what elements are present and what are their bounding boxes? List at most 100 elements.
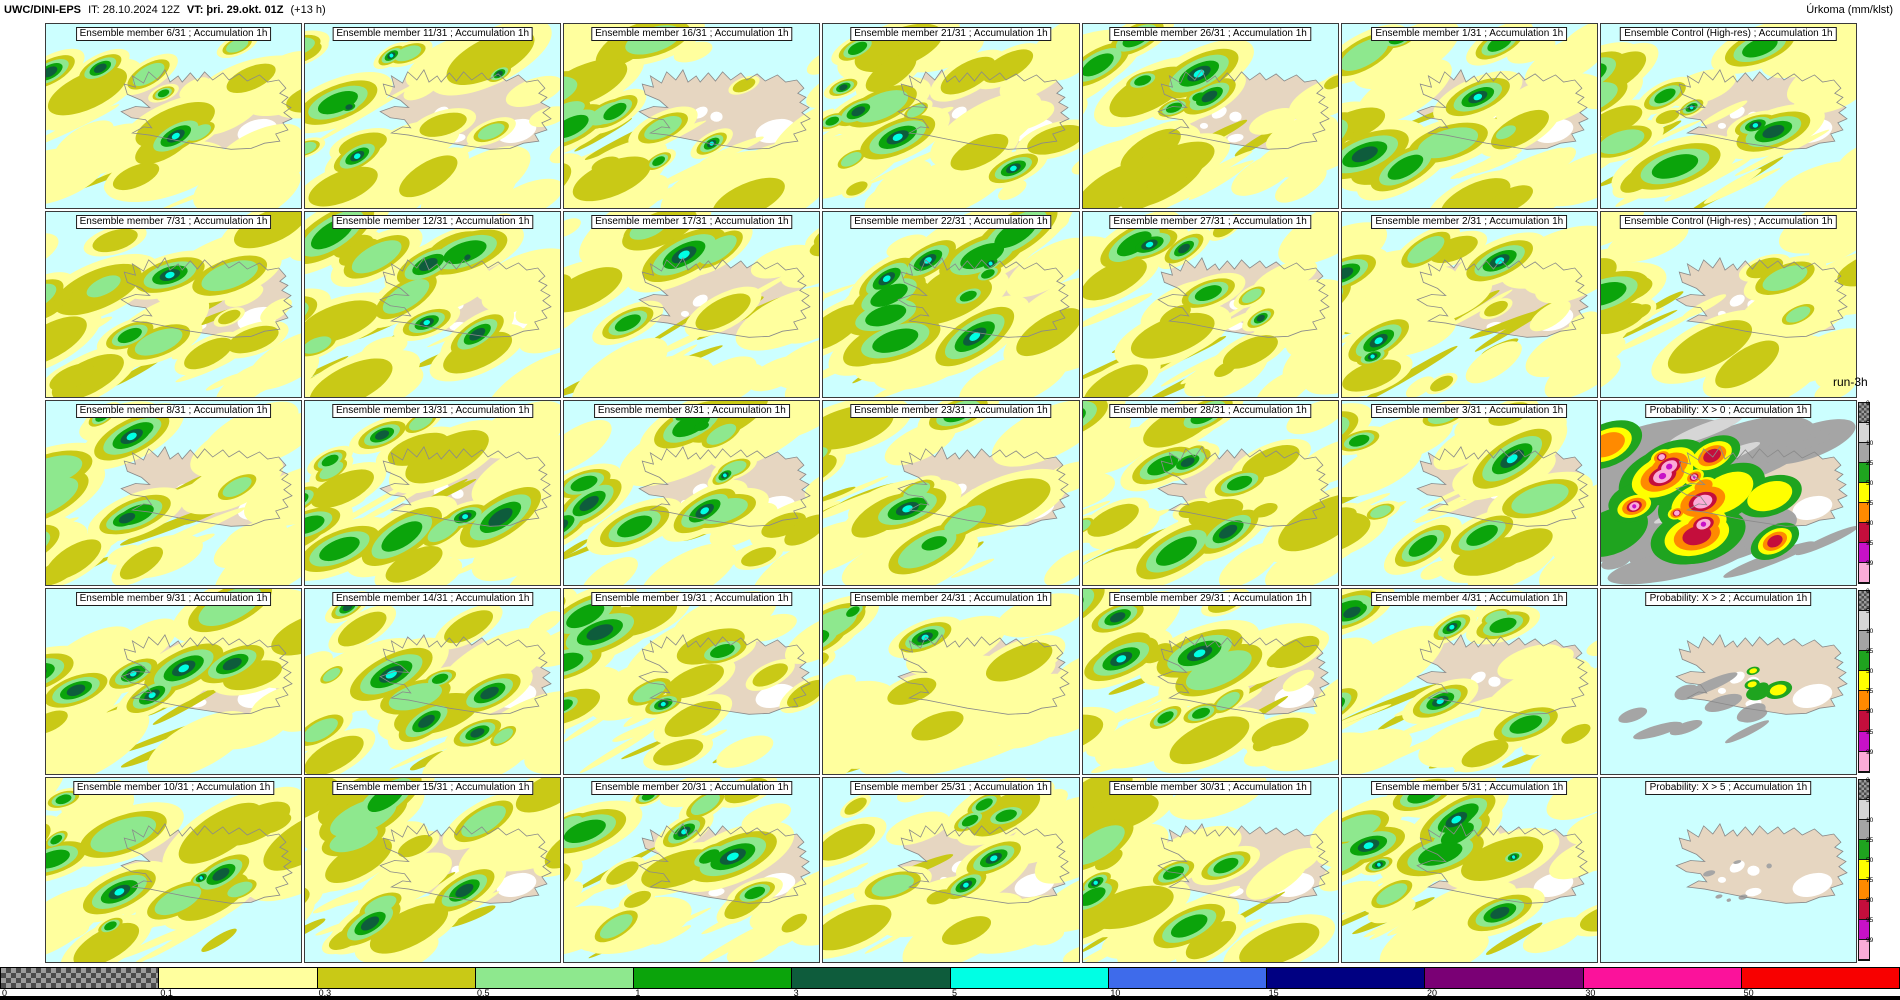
probability-colorbar: 0 5 10 25 50 75 90 95 99 <box>1857 400 1873 585</box>
legend-bottom-strip <box>0 996 1900 1000</box>
map-panel: Ensemble member 12/31 ; Accumulation 1h <box>304 211 562 398</box>
map-panel: Probability: X > 0 ; Accumulation 1h 0 5 10… <box>1599 399 1873 587</box>
map-svg <box>1082 24 1338 209</box>
prob-colorbar-segment <box>1858 442 1869 463</box>
prob-colorbar-tick: 75 <box>1865 688 1874 696</box>
legend-segment <box>1741 968 1899 988</box>
prob-colorbar-tick: 50 <box>1865 668 1874 676</box>
prob-colorbar-segment <box>1858 523 1869 544</box>
map-panel: Ensemble member 29/31 ; Accumulation 1h <box>1081 588 1339 775</box>
map-panel: Ensemble Control (High-res) ; Accumulati… <box>1599 23 1857 210</box>
prob-colorbar-segment <box>1858 731 1869 752</box>
map-panel: Ensemble member 7/31 ; Accumulation 1h <box>45 211 303 398</box>
panel-title: Ensemble member 26/31 ; Accumulation 1h <box>1109 27 1311 41</box>
prob-colorbar-segment <box>1858 779 1869 800</box>
panel-title: Ensemble member 15/31 ; Accumulation 1h <box>331 780 534 795</box>
panel-title: Ensemble member 10/31 ; Accumulation 1h <box>72 780 275 795</box>
map-panel: Ensemble Control (High-res) ; Accumulati… <box>1599 211 1857 398</box>
panel-title: Ensemble member 8/31 ; Accumulation 1h <box>75 403 272 418</box>
legend-segment <box>1 968 160 988</box>
legend-segment <box>159 968 318 988</box>
map-svg <box>46 589 302 774</box>
map-svg <box>1600 589 1856 774</box>
map-svg <box>1341 212 1597 397</box>
map-svg <box>823 589 1079 774</box>
legend-segment <box>634 968 793 988</box>
prob-colorbar-segment <box>1858 611 1869 632</box>
map-panel: Ensemble member 9/31 ; Accumulation 1h <box>45 588 303 775</box>
map-panel: Ensemble member 26/31 ; Accumulation 1h <box>1081 23 1339 210</box>
prob-colorbar-tick: 95 <box>1865 728 1874 736</box>
map-svg <box>305 777 561 962</box>
map-svg <box>1341 589 1597 774</box>
map-panel: Ensemble member 5/31 ; Accumulation 1h <box>1340 776 1598 963</box>
legend-label: 0 <box>2 988 8 998</box>
prob-colorbar-tick: 90 <box>1865 520 1874 528</box>
map-svg <box>564 777 820 962</box>
map-svg <box>1600 24 1856 209</box>
map-svg <box>305 24 561 209</box>
map-panel: Ensemble member 22/31 ; Accumulation 1h <box>822 211 1080 398</box>
panel-title: Ensemble member 29/31 ; Accumulation 1h <box>1109 592 1311 607</box>
prob-colorbar-segment <box>1858 462 1869 483</box>
prob-colorbar-tick: 25 <box>1865 836 1874 844</box>
panel-title: Ensemble member 7/31 ; Accumulation 1h <box>75 215 272 230</box>
map-svg <box>1600 212 1856 397</box>
map-panel: Ensemble member 21/31 ; Accumulation 1h <box>822 23 1080 210</box>
prob-colorbar-segment <box>1858 919 1869 940</box>
panel-title: Ensemble member 1/31 ; Accumulation 1h <box>1371 27 1568 41</box>
panel-title: Ensemble member 2/31 ; Accumulation 1h <box>1371 215 1568 230</box>
panel-title: Ensemble member 6/31 ; Accumulation 1h <box>75 27 272 41</box>
map-svg <box>305 400 561 586</box>
run-info: UWC/DINI-EPS IT: 28.10.2024 12Z VT: þri.… <box>4 4 330 16</box>
map-panel: Ensemble member 6/31 ; Accumulation 1h <box>45 23 303 210</box>
prob-colorbar-tick: 99 <box>1865 936 1874 944</box>
prob-colorbar-segment <box>1858 819 1869 840</box>
legend-label: 1 <box>635 988 641 998</box>
panel-title: Ensemble member 30/31 ; Accumulation 1h <box>1109 780 1311 795</box>
prob-colorbar-tick: 95 <box>1865 540 1874 548</box>
panel-title: Ensemble member 23/31 ; Accumulation 1h <box>850 403 1052 418</box>
map-panel: Ensemble member 8/31 ; Accumulation 1h <box>45 399 303 587</box>
run-offset-label: run-3h <box>1833 375 1868 389</box>
map-panel: Ensemble member 14/31 ; Accumulation 1h <box>304 588 562 775</box>
prob-colorbar-tick: 0 <box>1865 776 1870 784</box>
map-panel: Ensemble member 19/31 ; Accumulation 1h <box>563 588 821 775</box>
panel-title: Ensemble member 11/31 ; Accumulation 1h <box>332 27 534 41</box>
map-panel: Ensemble member 11/31 ; Accumulation 1h <box>304 23 562 210</box>
prob-colorbar-tick: 5 <box>1865 419 1870 427</box>
prob-colorbar-segment <box>1858 799 1869 820</box>
map-panel: Ensemble member 1/31 ; Accumulation 1h <box>1340 23 1598 210</box>
prob-colorbar-tick: 0 <box>1865 399 1870 407</box>
valid-time: VT: þri. 29.okt. 01Z <box>186 4 284 16</box>
prob-colorbar-tick: 75 <box>1865 500 1874 507</box>
legend-segment <box>792 968 951 988</box>
prob-colorbar-segment <box>1858 402 1869 423</box>
map-panel: Ensemble member 3/31 ; Accumulation 1h <box>1340 399 1598 587</box>
legend-label: 10 <box>1110 988 1121 998</box>
panel-title: Ensemble member 17/31 ; Accumulation 1h <box>591 215 793 230</box>
map-panel: Ensemble member 20/31 ; Accumulation 1h <box>563 776 821 963</box>
prob-colorbar-tick: 25 <box>1865 648 1874 656</box>
legend-label: 30 <box>1585 988 1596 998</box>
map-svg <box>1082 400 1338 586</box>
prob-colorbar-segment <box>1858 711 1869 732</box>
map-svg <box>1082 589 1338 774</box>
map-svg <box>1082 777 1338 962</box>
prob-colorbar-tick: 10 <box>1865 816 1874 824</box>
header-bar: UWC/DINI-EPS IT: 28.10.2024 12Z VT: þri.… <box>0 0 1900 22</box>
prob-colorbar-tick: 99 <box>1865 748 1874 756</box>
legend-label: 0.3 <box>318 988 332 998</box>
map-svg <box>46 24 302 209</box>
panel-title: Ensemble member 9/31 ; Accumulation 1h <box>75 592 272 607</box>
map-panel: Ensemble member 30/31 ; Accumulation 1h <box>1081 776 1339 963</box>
init-time: IT: 28.10.2024 12Z <box>88 4 180 16</box>
prob-colorbar-segment <box>1858 691 1869 712</box>
map-svg <box>823 777 1079 962</box>
map-panel: Ensemble member 16/31 ; Accumulation 1h <box>563 23 821 210</box>
legend-segment <box>1425 968 1584 988</box>
lead-time: (+13 h) <box>290 4 326 16</box>
panel-title: Ensemble member 21/31 ; Accumulation 1h <box>850 27 1052 41</box>
map-svg <box>823 212 1079 397</box>
prob-colorbar-segment <box>1858 543 1869 564</box>
